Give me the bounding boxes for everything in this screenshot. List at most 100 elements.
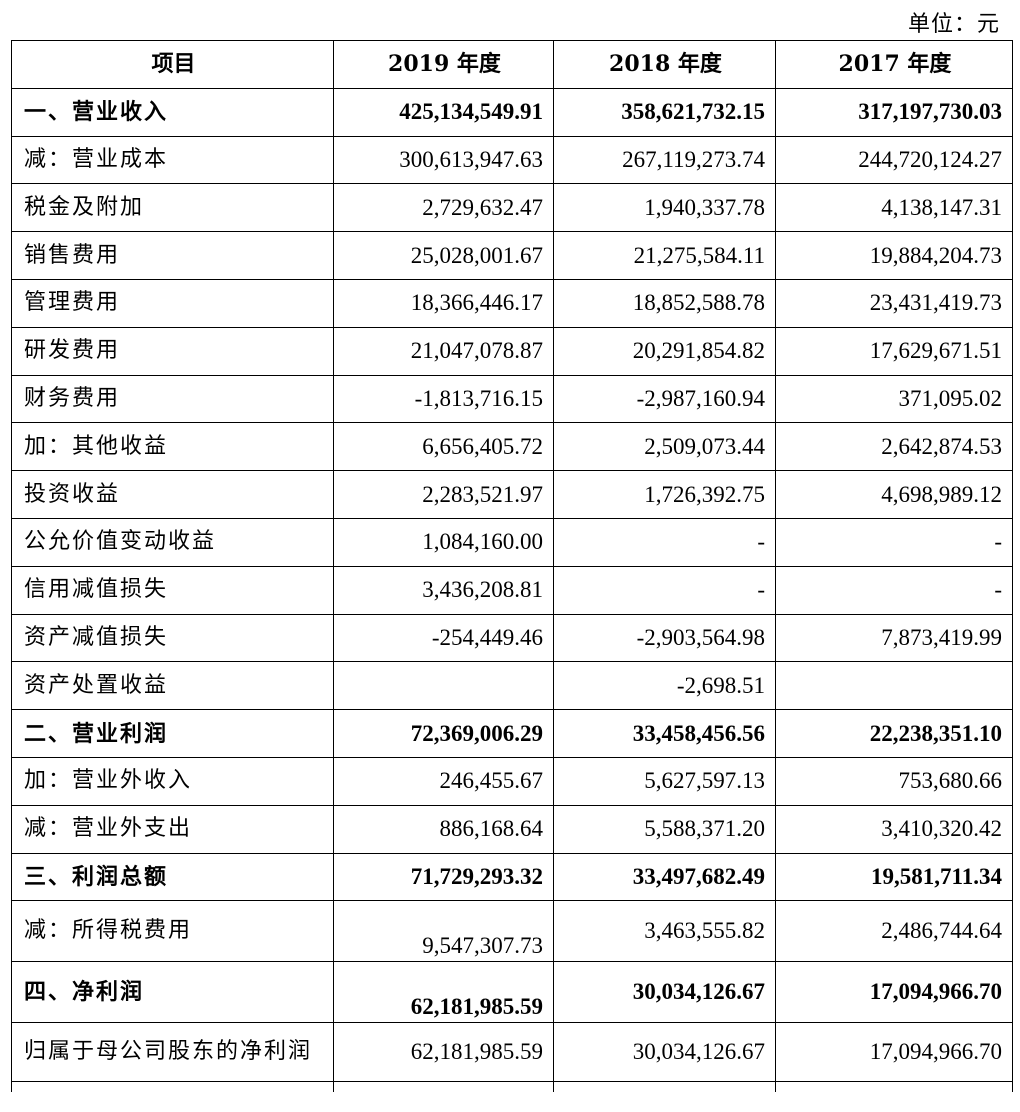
value-2018: 267,119,273.74: [553, 135, 776, 185]
row-label: 加：营业外收入: [11, 756, 334, 806]
value-2018: -2,987,160.94: [553, 374, 776, 424]
value-2019: 6,656,405.72: [333, 422, 554, 472]
header-2019: 2019 年度: [333, 40, 554, 89]
cutoff-cell: [553, 1081, 776, 1093]
value-2018: -: [553, 517, 776, 567]
value-2018: -: [553, 565, 776, 615]
value-2018: 33,458,456.56: [553, 709, 776, 758]
value-2017: -: [775, 517, 1013, 567]
header-2017: 2017 年度: [775, 40, 1013, 89]
value-2017: 753,680.66: [775, 756, 1013, 806]
value-2019: 1,084,160.00: [333, 517, 554, 567]
row-label: 减：营业成本: [11, 135, 334, 185]
row-label: 销售费用: [11, 231, 334, 280]
value-2018: 358,621,732.15: [553, 87, 776, 137]
table-row: 资产处置收益 -2,698.51: [11, 661, 1013, 711]
value-2018: 33,497,682.49: [553, 852, 776, 902]
table-row: 四、净利润 62,181,985.59 30,034,126.67 17,094…: [11, 961, 1013, 1024]
value-2019: 18,366,446.17: [333, 278, 554, 328]
value-2019: 300,613,947.63: [333, 135, 554, 185]
value-2018: -2,903,564.98: [553, 613, 776, 663]
value-2018: 20,291,854.82: [553, 326, 776, 376]
table-row: 一、营业收入 425,134,549.91 358,621,732.15 317…: [11, 87, 1013, 137]
value-2017: 317,197,730.03: [775, 87, 1013, 137]
value-2017: 22,238,351.10: [775, 709, 1013, 758]
value-2017: 19,884,204.73: [775, 231, 1013, 280]
row-label: 二、营业利润: [11, 709, 334, 758]
value-2017: 2,486,744.64: [775, 900, 1013, 963]
value-2018: 1,940,337.78: [553, 183, 776, 233]
value-2019: 62,181,985.59: [333, 961, 554, 1024]
row-label: 减：所得税费用: [11, 900, 334, 963]
value-2018: 2,509,073.44: [553, 422, 776, 472]
value-2018: 3,463,555.82: [553, 900, 776, 963]
value-2017: 7,873,419.99: [775, 613, 1013, 663]
value-2019: [333, 661, 554, 711]
row-label: 财务费用: [11, 374, 334, 424]
row-label: 资产减值损失: [11, 613, 334, 663]
value-2018: 30,034,126.67: [553, 1022, 776, 1083]
table-row: 减：所得税费用 9,547,307.73 3,463,555.82 2,486,…: [11, 900, 1013, 963]
row-label: 四、净利润: [11, 961, 334, 1024]
value-2017: 4,138,147.31: [775, 183, 1013, 233]
unit-label: 单位：元: [907, 12, 1000, 37]
table-row: 减：营业成本 300,613,947.63 267,119,273.74 244…: [11, 135, 1013, 185]
income-statement-table: 项目 2019 年度 2018 年度 2017 年度 一、营业收入 425,13…: [11, 40, 1013, 1093]
row-label: 一、营业收入: [11, 87, 334, 137]
table-row: 减：营业外支出 886,168.64 5,588,371.20 3,410,32…: [11, 804, 1013, 854]
cutoff-cell: [775, 1081, 1013, 1093]
value-2018: 30,034,126.67: [553, 961, 776, 1024]
value-2017: -: [775, 565, 1013, 615]
table-row: 加：营业外收入 246,455.67 5,627,597.13 753,680.…: [11, 756, 1013, 806]
header-2018: 2018 年度: [553, 40, 776, 89]
row-label: 信用减值损失: [11, 565, 334, 615]
table-row: 归属于母公司股东的净利润 62,181,985.59 30,034,126.67…: [11, 1022, 1013, 1083]
value-2019: 886,168.64: [333, 804, 554, 854]
table-row: 公允价值变动收益 1,084,160.00 - -: [11, 517, 1013, 567]
value-2018: -2,698.51: [553, 661, 776, 711]
value-2019: -254,449.46: [333, 613, 554, 663]
value-2019: -1,813,716.15: [333, 374, 554, 424]
value-2019: 425,134,549.91: [333, 87, 554, 137]
row-label: 公允价值变动收益: [11, 517, 334, 567]
value-2018: 21,275,584.11: [553, 231, 776, 280]
value-2017: 3,410,320.42: [775, 804, 1013, 854]
value-2019: 25,028,001.67: [333, 231, 554, 280]
value-2019: 3,436,208.81: [333, 565, 554, 615]
value-2017: 19,581,711.34: [775, 852, 1013, 902]
table-row: 信用减值损失 3,436,208.81 - -: [11, 565, 1013, 615]
value-2019: 72,369,006.29: [333, 709, 554, 758]
table-row: 加：其他收益 6,656,405.72 2,509,073.44 2,642,8…: [11, 422, 1013, 472]
cutoff-cell: [333, 1081, 554, 1093]
value-2017: 23,431,419.73: [775, 278, 1013, 328]
value-2017: 4,698,989.12: [775, 470, 1013, 519]
value-2018: 1,726,392.75: [553, 470, 776, 519]
table-row: 三、利润总额 71,729,293.32 33,497,682.49 19,58…: [11, 852, 1013, 902]
row-label: 税金及附加: [11, 183, 334, 233]
value-2017: 371,095.02: [775, 374, 1013, 424]
table-row: 管理费用 18,366,446.17 18,852,588.78 23,431,…: [11, 278, 1013, 328]
table-row: 二、营业利润 72,369,006.29 33,458,456.56 22,23…: [11, 709, 1013, 758]
table-row: 税金及附加 2,729,632.47 1,940,337.78 4,138,14…: [11, 183, 1013, 233]
table-row: 研发费用 21,047,078.87 20,291,854.82 17,629,…: [11, 326, 1013, 376]
header-item: 项目: [11, 40, 334, 89]
value-2018: 5,627,597.13: [553, 756, 776, 806]
table-row-cutoff: [11, 1081, 1013, 1093]
cutoff-cell: [11, 1081, 334, 1093]
table-row: 财务费用 -1,813,716.15 -2,987,160.94 371,095…: [11, 374, 1013, 424]
row-label: 管理费用: [11, 278, 334, 328]
value-2018: 5,588,371.20: [553, 804, 776, 854]
value-2019: 246,455.67: [333, 756, 554, 806]
row-label: 研发费用: [11, 326, 334, 376]
row-label: 三、利润总额: [11, 852, 334, 902]
table-row: 投资收益 2,283,521.97 1,726,392.75 4,698,989…: [11, 470, 1013, 519]
value-2019: 21,047,078.87: [333, 326, 554, 376]
value-2017: 244,720,124.27: [775, 135, 1013, 185]
row-label: 减：营业外支出: [11, 804, 334, 854]
value-2019: 2,283,521.97: [333, 470, 554, 519]
value-2018: 18,852,588.78: [553, 278, 776, 328]
value-2019: 71,729,293.32: [333, 852, 554, 902]
value-2017: 2,642,874.53: [775, 422, 1013, 472]
row-label: 加：其他收益: [11, 422, 334, 472]
value-2017: [775, 661, 1013, 711]
